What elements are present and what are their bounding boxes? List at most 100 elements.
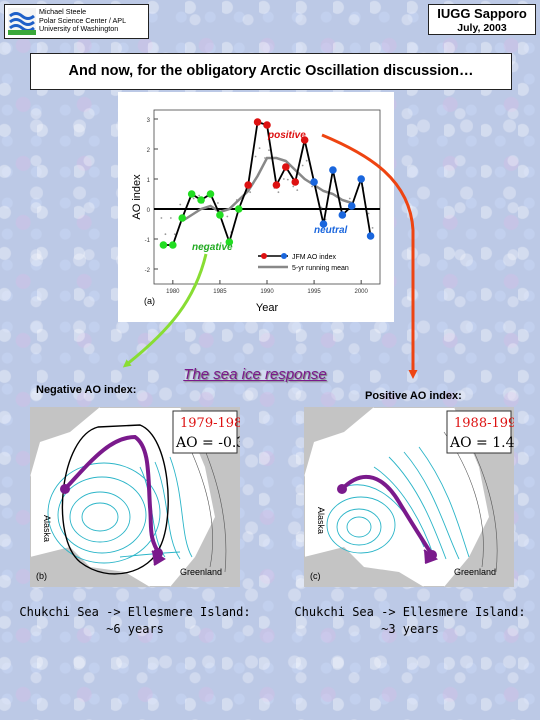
author-box: Michael Steele Polar Science Center / AP… [4,4,149,39]
author-affiliation: Polar Science Center / APL [39,15,127,25]
monthly-point [160,217,163,219]
transit-route: Chukchi Sea -> Ellesmere Island: [294,605,526,619]
x-tick-label: 1980 [166,289,180,295]
land-mass [30,547,150,587]
y-tick-label: -1 [145,238,151,244]
y-tick-label: 0 [147,208,151,214]
drift-path [63,434,162,557]
x-tick-label: 1995 [307,289,321,295]
university-logo-icon [8,8,36,35]
transit-caption-negative: Chukchi Sea -> Ellesmere Island: ~6 year… [10,604,260,638]
monthly-point [292,185,295,188]
data-point-positive [263,121,271,129]
land-mass [30,407,100,477]
data-point-neutral [310,178,318,186]
data-point-neutral [347,202,356,210]
data-point-negative [206,190,215,198]
period-label: 1988-1994: [454,416,514,431]
x-axis-label: Year [256,302,279,314]
transit-route: Chukchi Sea -> Ellesmere Island: [19,605,251,619]
data-point-neutral [366,232,375,240]
data-point-positive [282,163,290,171]
headline: And now, for the obligatory Arctic Oscil… [30,53,512,90]
monthly-point [164,233,167,236]
monthly-point [217,202,219,204]
monthly-point [235,199,238,201]
monthly-point [301,164,304,167]
data-point-positive [300,136,309,144]
chart-panel-label: (a) [144,296,155,306]
positive-annotation: positive [267,130,306,141]
data-point-neutral [329,166,337,174]
ice-edge-contour [61,424,169,575]
monthly-point [179,203,182,206]
y-tick-label: 2 [147,148,151,154]
data-point-negative [178,214,187,222]
negative-annotation: negative [192,242,233,253]
legend-marker-ao [261,253,267,259]
data-point-negative [169,241,177,249]
y-tick-label: -2 [145,268,151,274]
land-mass [304,547,424,587]
author-name: Michael Steele [39,7,87,16]
monthly-point [264,157,266,159]
transit-duration: ~6 years [106,622,164,636]
negative-arrow [122,253,208,368]
monthly-point [258,147,261,149]
y-axis-label: AO index [131,174,143,220]
author-university: University of Washington [39,24,119,34]
monthly-point [286,178,289,181]
data-point-negative [234,205,243,213]
monthly-point [254,155,257,158]
end-marker [153,548,163,558]
ao-value-label: AO = -0.37 [175,435,240,451]
data-point-negative [197,196,205,204]
transit-caption-positive: Chukchi Sea -> Ellesmere Island: ~3 year… [285,604,535,638]
monthly-point [173,233,176,236]
map-panel-label: (b) [36,571,47,581]
ao-value-label: AO = 1.41 [449,435,514,451]
start-marker [60,484,70,494]
monthly-point [320,206,323,209]
monthly-point [371,227,374,229]
legend-label-running-mean: 5-yr running mean [292,265,349,272]
positive-ao-caption: Positive AO index: [365,390,462,402]
monthly-point [277,191,280,194]
y-tick-label: 3 [147,118,151,124]
sea-ice-map-negative: 1979-1987: AO = -0.37 Alaska Greenland (… [30,407,240,587]
ao-plot-area: -2 -1 0 1 2 3 1980 1985 1990 1995 2000 AO index Year… [131,109,381,314]
conference-date: July, 2003 [457,22,507,34]
data-point-negative [187,190,196,198]
monthly-point [249,191,252,194]
ao-index-chart: -2 -1 0 1 2 3 1980 1985 1990 1995 2000 AO index Year… [118,92,394,322]
monthly-point [311,185,313,188]
y-tick-label: 1 [147,178,151,184]
data-point-negative [225,238,234,246]
data-point-negative [159,241,168,249]
section-title: The sea ice response [183,366,327,383]
conference-title: IUGG Sapporo [437,6,527,21]
monthly-point [192,197,195,200]
data-point-neutral [357,175,365,183]
x-tick-label: 1990 [260,289,274,295]
sea-ice-map-positive: 1988-1994: AO = 1.41 Alaska Greenland (c… [304,407,514,587]
monthly-point [296,189,299,191]
data-point-negative [216,211,224,219]
monthly-point [268,149,270,152]
legend-label-ao: JFM AO index [292,254,336,261]
greenland-label: Greenland [180,567,222,577]
end-marker [427,550,437,560]
alaska-label: Alaska [316,507,326,534]
negative-ao-caption: Negative AO index: [36,384,137,396]
greenland-label: Greenland [454,567,496,577]
alaska-label: Alaska [42,515,52,542]
x-tick-label: 1985 [213,289,227,295]
period-label: 1979-1987: [180,416,240,431]
monthly-point [282,178,285,180]
neutral-annotation: neutral [314,225,348,236]
conference-box: IUGG Sapporo July, 2003 [428,4,536,35]
period-box [172,410,238,454]
data-point-neutral [319,220,328,228]
land-mass [304,407,374,477]
